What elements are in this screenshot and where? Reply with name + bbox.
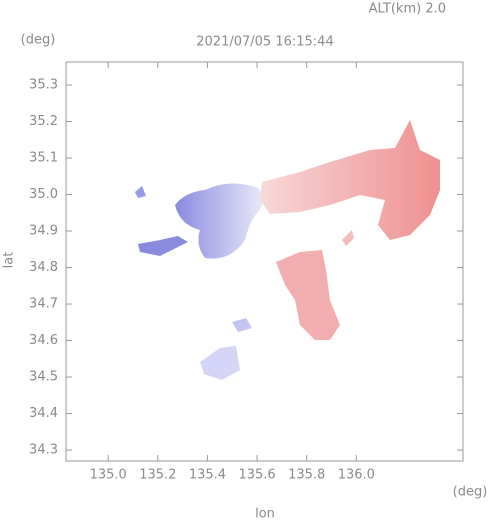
y-axis-label: lat (2, 252, 17, 269)
x-tick-label: 135.4 (189, 468, 226, 483)
chart-title: 2021/07/05 16:15:44 (196, 35, 333, 50)
y-tick-label: 34.4 (29, 406, 58, 421)
y-tick-label: 34.5 (29, 370, 58, 385)
x-axis-label: lon (255, 507, 275, 521)
x-tick-label: 135.8 (288, 468, 325, 483)
echo-region (200, 346, 240, 380)
y-unit: (deg) (21, 33, 56, 48)
echo-region (232, 318, 252, 332)
echo-layer (135, 120, 440, 380)
echo-region (276, 250, 340, 340)
x-tick-label: 136.0 (338, 468, 375, 483)
x-tick-label: 135.0 (90, 468, 127, 483)
x-unit: (deg) (453, 485, 488, 500)
echo-region (260, 120, 440, 240)
y-tick-label: 35.3 (29, 77, 58, 92)
y-tick-label: 35.0 (29, 187, 58, 202)
altitude: ALT(km) 2.0 (369, 2, 446, 17)
y-tick-label: 34.7 (29, 297, 58, 312)
x-tick-label: 135.2 (139, 468, 176, 483)
echo-region (138, 236, 188, 256)
y-tick-label: 34.8 (29, 260, 58, 275)
echo-region (135, 186, 146, 198)
plot-frame (65, 61, 464, 462)
x-tick-label: 135.6 (238, 468, 275, 483)
echo-region (342, 230, 354, 246)
echo-region (175, 183, 263, 259)
y-tick-label: 35.1 (29, 151, 58, 166)
y-tick-label: 34.6 (29, 333, 58, 348)
y-tick-label: 34.9 (29, 224, 58, 239)
y-tick-label: 34.3 (29, 443, 58, 458)
y-tick-label: 35.2 (29, 114, 58, 129)
